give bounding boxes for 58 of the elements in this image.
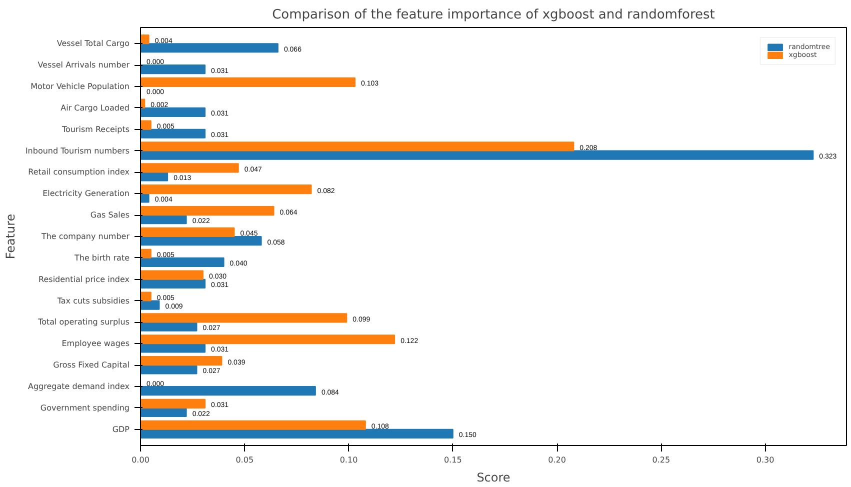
y-axis-title: Feature bbox=[3, 214, 18, 260]
bar bbox=[140, 77, 356, 87]
bar bbox=[140, 206, 274, 216]
x-tick-label: 0.10 bbox=[340, 456, 358, 464]
y-tick-label: Total operating surplus bbox=[37, 318, 130, 327]
y-tick-label: Inbound Tourism numbers bbox=[25, 146, 130, 156]
x-axis-title: Score bbox=[476, 470, 510, 484]
bar bbox=[140, 172, 168, 182]
y-tick-label: Vessel Arrivals number bbox=[38, 60, 130, 70]
y-tick-label: Gross Fixed Capital bbox=[53, 360, 130, 370]
bar bbox=[140, 334, 396, 344]
bar bbox=[140, 386, 316, 396]
bar bbox=[140, 120, 152, 130]
bar bbox=[140, 64, 206, 74]
y-tick-label: The company number bbox=[40, 232, 130, 241]
y-tick-label: Gas Sales bbox=[90, 210, 130, 220]
y-tick-label: Vessel Total Cargo bbox=[56, 39, 130, 48]
bar bbox=[140, 236, 262, 246]
y-tick-label: Employee wages bbox=[62, 339, 130, 348]
bar bbox=[140, 150, 814, 160]
bar bbox=[140, 292, 152, 302]
bar bbox=[140, 184, 312, 194]
bar bbox=[140, 420, 366, 430]
bar bbox=[140, 142, 574, 152]
y-tick-label: Air Cargo Loaded bbox=[60, 103, 130, 112]
y-tick-label: GDP bbox=[112, 424, 130, 434]
y-tick-label: Government spending bbox=[40, 403, 130, 412]
bar bbox=[140, 257, 224, 268]
y-tick-label: Motor Vehicle Population bbox=[30, 82, 130, 91]
bar bbox=[140, 270, 204, 280]
y-tick-label: Aggregate demand index bbox=[28, 382, 130, 392]
y-tick-label: Residential price index bbox=[38, 274, 130, 284]
bar bbox=[140, 128, 206, 138]
bar bbox=[140, 43, 278, 53]
bar bbox=[140, 313, 348, 323]
x-tick-label: 0.20 bbox=[548, 456, 566, 464]
bar bbox=[140, 398, 206, 408]
bar bbox=[140, 227, 235, 237]
x-tick-label: 0.30 bbox=[756, 456, 774, 464]
bar bbox=[140, 322, 198, 332]
bar bbox=[140, 107, 206, 117]
chart-title: Comparison of the feature importance of xgboost and randomforest bbox=[272, 8, 715, 22]
bar bbox=[140, 34, 150, 44]
x-tick-label: 0.00 bbox=[132, 456, 150, 464]
x-tick-label: 0.25 bbox=[652, 456, 670, 464]
x-tick-label: 0.15 bbox=[444, 456, 462, 464]
x-tick-label: 0.05 bbox=[236, 456, 254, 464]
y-tick-label: The birth rate bbox=[73, 253, 130, 262]
bar bbox=[140, 343, 206, 353]
y-tick-label: Retail consumption index bbox=[28, 168, 130, 177]
bar bbox=[140, 163, 239, 173]
bar bbox=[140, 428, 454, 438]
y-tick-label: Tourism Receipts bbox=[60, 124, 130, 134]
bar bbox=[140, 248, 152, 258]
bar bbox=[140, 356, 222, 366]
y-tick-label: Tax cuts subsidies bbox=[56, 296, 130, 306]
bar bbox=[140, 300, 160, 310]
y-tick-label: Electricity Generation bbox=[42, 189, 130, 198]
